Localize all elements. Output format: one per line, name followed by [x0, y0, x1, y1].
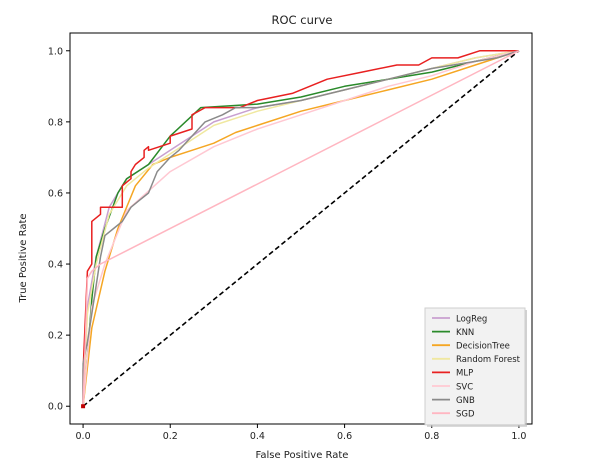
- legend-label: LogReg: [456, 314, 487, 324]
- legend-label: Random Forest: [456, 355, 521, 365]
- y-axis-label: True Positive Rate: [18, 213, 29, 303]
- legend-label: KNN: [456, 328, 474, 338]
- y-tick-label: 1.0: [48, 46, 63, 57]
- x-tick-label: 0.8: [424, 431, 439, 442]
- legend-label: DecisionTree: [456, 342, 510, 352]
- series-line-svc: [82, 50, 520, 407]
- series-line-gnb: [82, 50, 520, 407]
- chart-title: ROC curve: [272, 13, 333, 27]
- series-line-mlp: [82, 50, 519, 407]
- legend-box: [424, 307, 526, 426]
- series-lines: [81, 50, 520, 409]
- x-axis-label: False Positive Rate: [256, 450, 349, 461]
- diagonal-reference-line: [82, 50, 520, 407]
- reference-line-group: [82, 50, 520, 407]
- series-line-sgd: [82, 50, 520, 407]
- legend-label: MLP: [456, 369, 473, 379]
- x-tick-label: 0.6: [337, 431, 352, 442]
- plot-frame: [69, 32, 533, 425]
- x-tick-label: 0.0: [76, 431, 91, 442]
- y-tick-label: 0.6: [48, 188, 63, 199]
- origin-marker: [81, 404, 86, 409]
- legend-label: SGD: [456, 410, 475, 420]
- legend-label: SVC: [456, 382, 473, 392]
- x-tick-label: 0.4: [250, 431, 265, 442]
- x-tick-label: 0.2: [163, 431, 178, 442]
- axis-ticks: 0.0 0.2 0.4 0.6 0.8 1.0 0.0 0.2 0.4 0.6 0.8 1.0: [48, 46, 527, 442]
- legend-label: GNB: [456, 396, 475, 406]
- y-tick-label: 0.0: [48, 402, 63, 413]
- x-tick-label: 1.0: [511, 431, 526, 442]
- y-tick-label: 0.8: [48, 117, 63, 128]
- legend: LogReg KNN DecisionTree Random Forest MLP SVC…: [424, 307, 527, 427]
- y-tick-label: 0.2: [48, 331, 63, 342]
- y-tick-label: 0.4: [48, 260, 63, 271]
